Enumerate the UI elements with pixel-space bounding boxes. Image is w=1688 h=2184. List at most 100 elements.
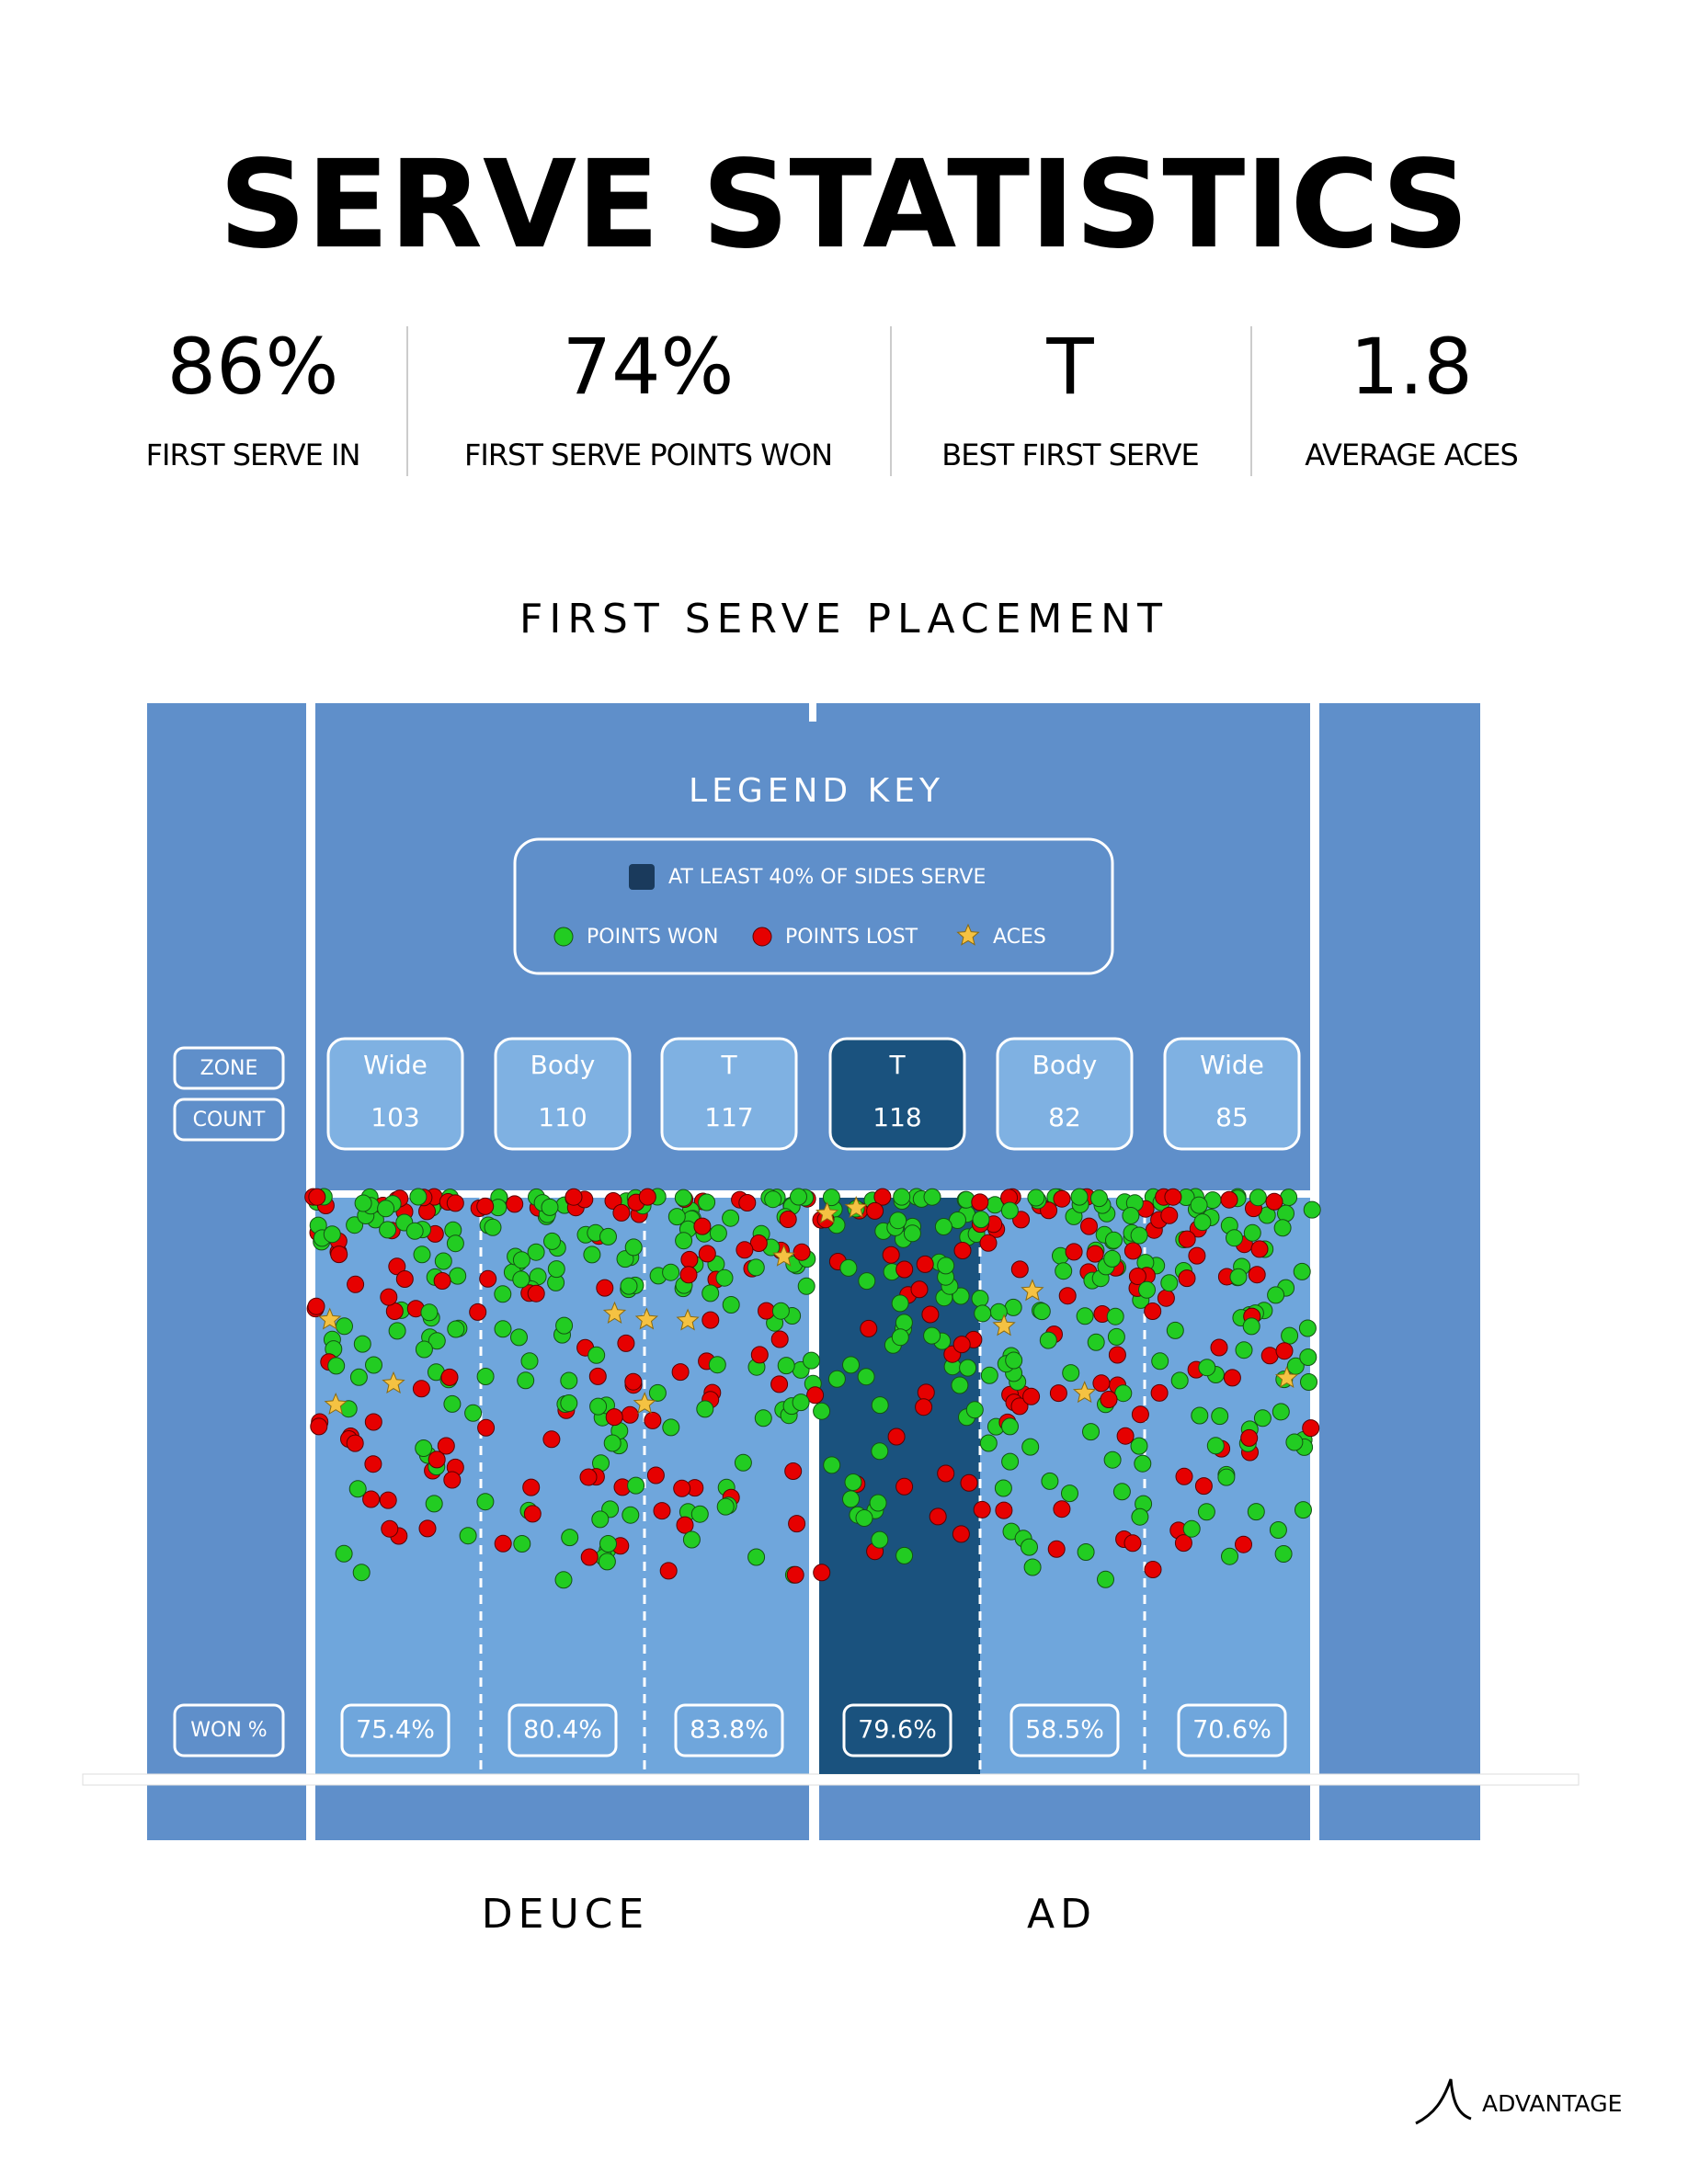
serve-dot <box>555 1316 574 1335</box>
serve-dot <box>910 1280 929 1299</box>
serve-dot <box>464 1404 483 1422</box>
serve-dot <box>882 1246 900 1264</box>
serve-dot <box>1160 1274 1179 1292</box>
serve-dot <box>583 1246 601 1264</box>
serve-dot <box>330 1246 348 1264</box>
serve-dot <box>923 1188 941 1206</box>
serve-dot <box>858 1272 876 1291</box>
serve-dot <box>974 1304 992 1323</box>
serve-dot <box>1070 1188 1089 1206</box>
serve-dot <box>873 1188 892 1206</box>
serve-dot <box>709 1224 727 1243</box>
serve-dot <box>698 1245 716 1263</box>
serve-dot <box>624 1372 643 1391</box>
serve-dot <box>644 1411 662 1429</box>
serve-dot <box>779 1211 797 1228</box>
legend-swatch <box>956 923 980 946</box>
serve-dot <box>523 1505 542 1523</box>
zone-name: Body <box>530 1050 596 1080</box>
serve-dot <box>346 1216 364 1234</box>
serve-dot <box>788 1515 806 1533</box>
serve-dot <box>1223 1369 1241 1387</box>
ace-star <box>844 1196 868 1219</box>
zone-name: T <box>888 1050 906 1080</box>
serve-dot <box>871 1396 889 1415</box>
serve-dot <box>1049 1384 1067 1403</box>
serve-dot <box>620 1277 638 1295</box>
ace-star <box>815 1201 839 1224</box>
serve-dot <box>365 1356 382 1374</box>
serve-dot <box>1112 1483 1131 1501</box>
serve-dot <box>565 1188 583 1206</box>
serve-dot <box>923 1326 941 1345</box>
serve-dot <box>916 1255 934 1273</box>
serve-dot <box>1170 1371 1189 1390</box>
serve-dot <box>579 1468 598 1486</box>
serve-dot <box>520 1352 539 1371</box>
serve-dot <box>542 1430 561 1449</box>
serve-dot <box>1210 1338 1228 1357</box>
serve-dot <box>1253 1409 1272 1428</box>
serve-dot <box>823 1456 841 1474</box>
serve-dot <box>494 1320 512 1338</box>
serve-dot <box>412 1380 430 1398</box>
ace-star <box>633 1392 656 1415</box>
serve-dot <box>994 1479 1012 1497</box>
won-pct: 75.4% <box>356 1716 435 1745</box>
serve-dot <box>599 1227 617 1246</box>
serve-dot <box>680 1250 699 1268</box>
serve-dot <box>1235 1535 1252 1553</box>
serve-dot <box>738 1194 757 1211</box>
serve-dot <box>857 1368 875 1386</box>
serve-dot <box>1269 1521 1287 1539</box>
row-label-box <box>173 1703 285 1757</box>
ace-star <box>1072 1381 1097 1404</box>
serve-dot <box>813 1402 831 1420</box>
won-box <box>340 1703 451 1757</box>
serve-dot <box>1058 1287 1077 1305</box>
zone-box <box>494 1037 632 1151</box>
serve-dot <box>855 1509 873 1527</box>
serve-dot <box>971 1290 989 1308</box>
serve-dot <box>708 1356 726 1374</box>
serve-dot <box>1275 1342 1294 1360</box>
legend-swatch <box>553 927 574 947</box>
serve-dot <box>1000 1201 1019 1220</box>
serve-dot <box>1281 1326 1299 1345</box>
serve-dot <box>379 1491 397 1509</box>
serve-dot <box>446 1234 464 1253</box>
serve-dot <box>307 1297 325 1315</box>
serve-dot <box>1130 1226 1148 1245</box>
serve-dot <box>734 1453 752 1472</box>
serve-dot <box>1080 1217 1098 1235</box>
serve-dot <box>1175 1467 1193 1485</box>
section-title: FIRST SERVE PLACEMENT <box>519 596 1169 643</box>
legend-label: ACES <box>993 926 1046 949</box>
zone-box <box>1163 1037 1301 1151</box>
zone-name: Wide <box>363 1050 428 1080</box>
serve-dot <box>459 1527 477 1545</box>
serve-dot <box>921 1305 940 1324</box>
serve-dot <box>1226 1229 1243 1247</box>
serve-dot <box>1131 1405 1149 1424</box>
serve-dot <box>1047 1540 1066 1558</box>
won-box <box>842 1703 952 1757</box>
serve-dot <box>580 1548 599 1566</box>
serve-dot <box>1274 1545 1293 1563</box>
serve-dot <box>346 1434 364 1452</box>
serve-dot <box>1197 1503 1215 1521</box>
serve-dot <box>622 1506 640 1524</box>
serve-dot <box>1164 1188 1182 1206</box>
serve-dot <box>1267 1286 1285 1304</box>
serve-dot <box>937 1257 955 1275</box>
legend-title: LEGEND KEY <box>689 772 944 810</box>
serve-dot <box>323 1225 341 1244</box>
serve-dot <box>965 1401 984 1419</box>
serve-dot <box>1077 1543 1095 1561</box>
serve-dot <box>522 1478 541 1496</box>
serve-dot <box>1021 1438 1040 1456</box>
serve-dot <box>512 1270 530 1289</box>
serve-dot <box>1021 1538 1038 1556</box>
serve-dot <box>1100 1391 1118 1408</box>
serve-dot <box>1040 1201 1058 1220</box>
